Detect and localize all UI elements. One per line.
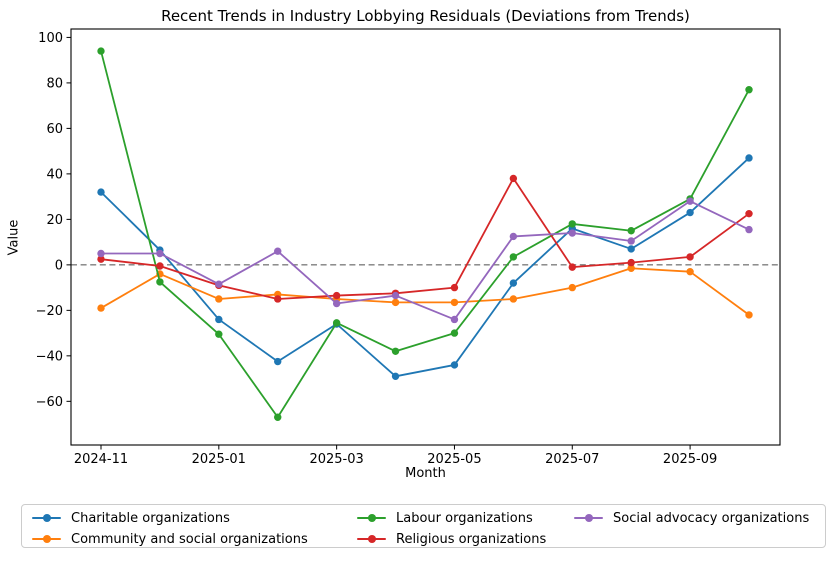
legend-dot-icon [43, 534, 51, 543]
data-point [686, 267, 694, 276]
y-tick-label: 100 [38, 31, 63, 46]
legend-marker-icon [32, 534, 61, 543]
data-point [156, 278, 164, 286]
legend-dot-icon [368, 513, 376, 522]
y-tick-label: 40 [46, 167, 63, 182]
y-tick-label: 0 [55, 258, 63, 273]
data-point [274, 413, 282, 421]
data-point [391, 347, 400, 355]
x-tick-label: 2025-09 [663, 452, 717, 467]
y-tick-label: 20 [46, 213, 63, 228]
data-point [215, 295, 223, 303]
plot-spines [70, 28, 781, 446]
data-point [450, 315, 459, 324]
data-point [391, 291, 400, 300]
data-point [745, 311, 753, 319]
y-tick-label: 80 [46, 76, 63, 91]
data-point [686, 208, 694, 217]
x-tick-label: 2024-11 [74, 452, 128, 467]
x-tick-label: 2025-01 [192, 452, 246, 467]
data-point [568, 263, 576, 271]
data-point [509, 279, 518, 287]
data-point [745, 209, 753, 218]
data-point [97, 304, 105, 312]
data-point [274, 357, 282, 366]
data-point [627, 245, 635, 253]
data-point [509, 174, 518, 183]
data-point [568, 229, 576, 237]
data-point [568, 220, 576, 228]
data-point [391, 298, 400, 307]
data-point [745, 86, 753, 94]
data-point [97, 47, 105, 55]
y-tick-label: 60 [46, 122, 63, 137]
data-point [274, 247, 282, 255]
legend-marker-icon [357, 513, 386, 522]
data-point [450, 283, 459, 292]
data-point [509, 232, 518, 241]
data-point [745, 154, 753, 162]
series-line [100, 50, 750, 419]
data-point [627, 227, 635, 235]
legend-item: Labour organizations [357, 509, 533, 527]
x-tick-label: 2025-05 [427, 452, 481, 467]
legend: Charitable organizations Labour organizat… [21, 504, 826, 548]
data-point [274, 295, 282, 303]
legend-dot-icon [368, 534, 376, 543]
data-point [627, 237, 635, 245]
data-point [97, 188, 105, 196]
data-point [332, 319, 341, 327]
legend-label: Religious organizations [396, 531, 547, 547]
data-point [450, 329, 459, 337]
data-point [97, 255, 105, 263]
legend-dot-icon [43, 513, 51, 522]
legend-label: Social advocacy organizations [613, 510, 810, 526]
legend-item: Social advocacy organizations [574, 509, 809, 527]
legend-item: Charitable organizations [32, 509, 230, 527]
chart-title: Recent Trends in Industry Lobbying Resid… [161, 7, 690, 25]
series-line [100, 177, 750, 300]
legend-marker-icon [357, 534, 386, 543]
legend-dot-icon [585, 513, 593, 522]
legend-item: Religious organizations [357, 530, 546, 548]
data-point [156, 249, 164, 258]
x-axis-label: Month [405, 466, 446, 481]
y-tick-label: −60 [36, 395, 63, 410]
data-point [215, 315, 223, 324]
data-point [509, 253, 518, 261]
series-line [100, 157, 750, 378]
data-point [568, 283, 576, 292]
data-point [215, 330, 223, 338]
data-point [509, 295, 518, 303]
data-point [627, 264, 635, 272]
x-tick-label: 2025-03 [309, 452, 363, 467]
data-point [686, 253, 694, 261]
legend-label: Charitable organizations [71, 510, 230, 526]
data-point [686, 197, 694, 205]
legend-item: Community and social organizations [32, 530, 308, 548]
legend-marker-icon [574, 513, 603, 522]
legend-label: Labour organizations [396, 510, 533, 526]
data-point [332, 299, 341, 308]
data-point [215, 280, 223, 288]
data-point [627, 258, 635, 267]
series-line [100, 267, 750, 316]
data-point [97, 249, 105, 258]
y-axis-label: Value [6, 219, 22, 256]
y-tick-label: −20 [36, 304, 63, 319]
data-point [745, 225, 753, 234]
x-tick-label: 2025-07 [545, 452, 599, 467]
data-point [332, 291, 341, 300]
legend-label: Community and social organizations [71, 531, 308, 547]
series-line [101, 200, 750, 321]
legend-marker-icon [32, 513, 61, 522]
data-point [450, 298, 459, 307]
y-tick-label: −40 [36, 349, 63, 364]
data-point [450, 361, 459, 369]
data-point [391, 372, 400, 381]
data-point [156, 262, 164, 270]
